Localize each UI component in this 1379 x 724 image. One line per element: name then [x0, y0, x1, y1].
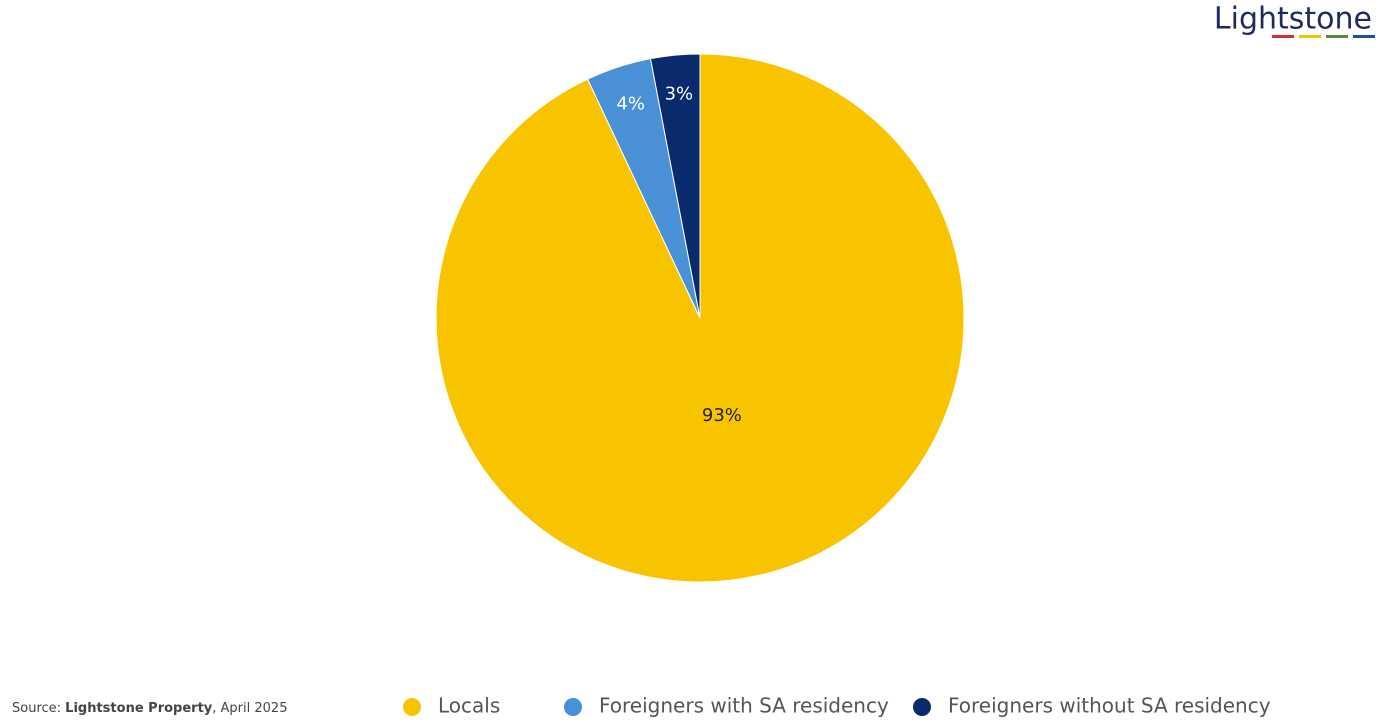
- legend-marker: [403, 698, 421, 716]
- pie-slice: [649, 53, 701, 319]
- pie: 93% 4% 3%: [435, 53, 965, 583]
- data-label: 4%: [616, 94, 645, 115]
- brand-logo: Lightstone: [1214, 2, 1372, 37]
- legend-marker: [913, 698, 931, 716]
- legend: Locals Foreigners with SA residency Foreig…: [403, 694, 1271, 718]
- legend-marker: [564, 698, 582, 716]
- logo-bar: [1299, 35, 1321, 38]
- source-date: , April 2025: [212, 701, 287, 716]
- legend-label: Locals: [438, 694, 500, 718]
- legend-label: Foreigners without SA residency: [948, 694, 1271, 718]
- data-label: 93%: [702, 405, 742, 426]
- source-name: Lightstone Property: [65, 701, 213, 716]
- logo-bar: [1353, 35, 1375, 38]
- source-note: Source: Lightstone Property, April 2025: [12, 701, 287, 716]
- logo-bar: [1272, 35, 1294, 38]
- legend-label: Foreigners with SA residency: [599, 694, 889, 718]
- logo-bar: [1326, 35, 1348, 38]
- source-prefix: Source:: [12, 701, 61, 716]
- data-label: 3%: [665, 84, 694, 105]
